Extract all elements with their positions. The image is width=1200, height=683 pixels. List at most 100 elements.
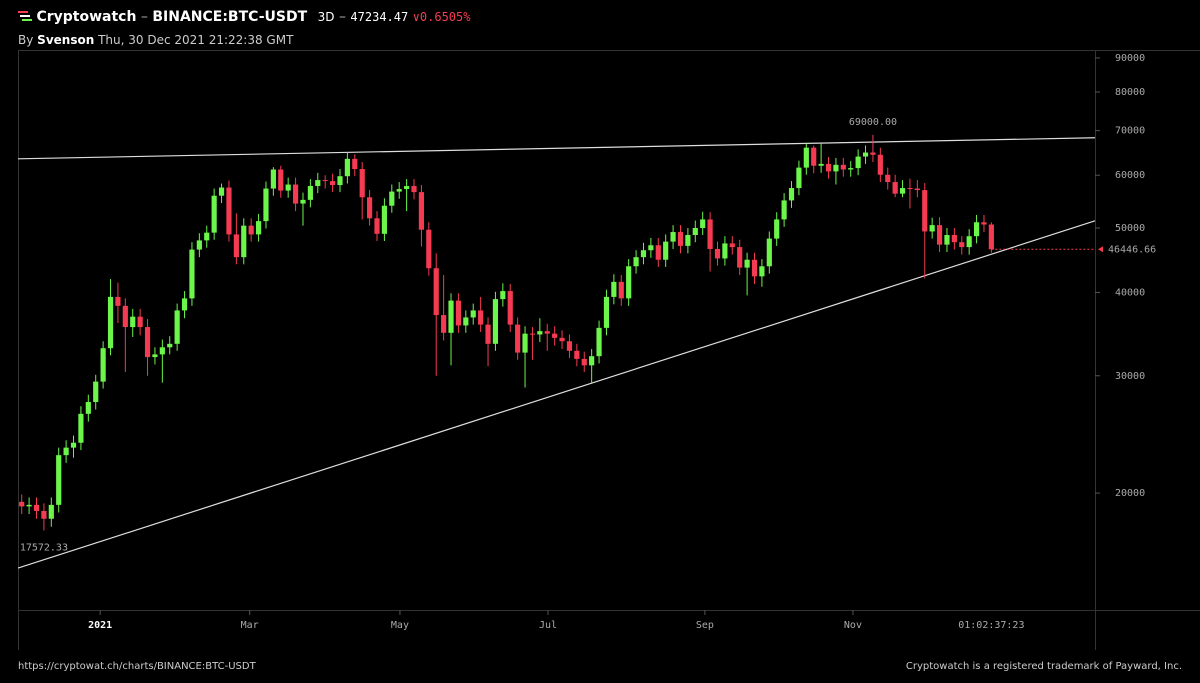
candle-body [877, 154, 883, 175]
candle-body [885, 174, 891, 183]
candle-body [959, 242, 965, 248]
candle-body [122, 305, 128, 328]
candle-body [441, 315, 447, 333]
candle-body [130, 316, 136, 328]
x-tick-label: Jul [539, 620, 557, 631]
candle-body [633, 257, 639, 267]
frame [18, 50, 1200, 650]
candle-body [544, 331, 550, 334]
author: Svenson [37, 33, 95, 47]
candle-body [833, 164, 839, 172]
symbol: BINANCE:BTC-USDT [152, 9, 308, 25]
candle-body [692, 227, 698, 236]
candle-body [936, 225, 943, 245]
candle-body [507, 291, 513, 325]
candle-body [663, 241, 669, 260]
candle-body [374, 218, 380, 234]
candle-body [404, 186, 410, 190]
candle-body [751, 259, 758, 277]
candle-body [522, 333, 528, 353]
candle-body [796, 167, 802, 189]
candle-body [226, 187, 232, 235]
candle-body [966, 236, 972, 248]
candle-body [367, 197, 373, 219]
candle-body [611, 281, 617, 297]
candle-body [537, 331, 543, 335]
candle-body [396, 189, 402, 192]
by: By [18, 33, 34, 47]
candle-body [529, 333, 536, 335]
candle-body [389, 191, 395, 206]
y-tick-label: 20000 [1115, 488, 1145, 499]
candle-body [552, 333, 558, 338]
candle-body [788, 188, 795, 201]
candle-body [559, 337, 565, 342]
candle-body [455, 300, 462, 326]
candle-body [825, 163, 832, 172]
candle-body [981, 222, 987, 225]
y-tick-label: 40000 [1115, 288, 1145, 299]
candle-body [581, 358, 587, 366]
chart: 20000 30000 40000 50000 60000 70000 80000 90000… [17, 50, 1200, 650]
candle-body [700, 219, 706, 228]
candle-body [329, 181, 336, 186]
interval: 3D [317, 10, 335, 24]
byline: By Svenson Thu, 30 Dec 2021 21:22:38 GMT [18, 33, 293, 47]
last-price-marker [1098, 246, 1103, 253]
candle-body [181, 298, 188, 311]
candle-body [870, 152, 876, 155]
candle-body [574, 350, 580, 359]
x-tick-label: May [391, 620, 409, 631]
low-label: 17572.33 [20, 542, 68, 553]
candle-body [470, 310, 476, 318]
candle-body [500, 291, 506, 300]
candle-body [107, 296, 114, 349]
candle-body [944, 235, 950, 245]
header: Cryptowatch – BINANCE:BTC-USDT 3D – 4723… [18, 9, 470, 25]
candle-body [899, 188, 906, 194]
candle-body [492, 299, 499, 344]
candle-body [418, 192, 425, 230]
candle-body [174, 310, 180, 344]
trendline [17, 137, 1096, 160]
footer-trademark: Cryptowatch is a registered trademark of… [905, 661, 1182, 672]
candle-body [63, 447, 69, 456]
price: 47234.47 [350, 10, 409, 24]
candle-body [292, 184, 299, 204]
candle-body [722, 243, 728, 259]
candle-body [862, 152, 869, 157]
candle-body [322, 180, 328, 182]
candle-body [737, 247, 743, 268]
candle-body [85, 401, 91, 414]
candle-body [744, 259, 750, 268]
y-tick-label: 30000 [1115, 371, 1145, 382]
candle-body [596, 327, 602, 357]
candle-body [255, 221, 262, 235]
candle-body [278, 169, 284, 191]
candle-body [352, 158, 358, 170]
candle-body [485, 324, 491, 344]
candle-body [359, 169, 365, 198]
candle-body [19, 501, 25, 507]
candle-body [189, 249, 195, 299]
candle-body [300, 199, 306, 204]
candle-body [263, 188, 269, 222]
candle-body [892, 182, 898, 194]
candle-body [951, 235, 957, 243]
candle-body [818, 163, 824, 166]
candle-body [167, 343, 173, 348]
candle-body [285, 184, 291, 191]
y-tick-label: 60000 [1115, 170, 1145, 181]
candle-body [677, 232, 684, 246]
candle-body [929, 225, 935, 232]
candle-body [196, 240, 202, 250]
candle-body [848, 168, 854, 170]
candle-body [626, 266, 632, 299]
candle-body [707, 219, 713, 249]
candle-body [781, 200, 787, 220]
candle-body [855, 156, 861, 169]
y-tick-label: 50000 [1115, 223, 1145, 234]
candle-body [914, 188, 920, 191]
candle-body [648, 245, 654, 251]
